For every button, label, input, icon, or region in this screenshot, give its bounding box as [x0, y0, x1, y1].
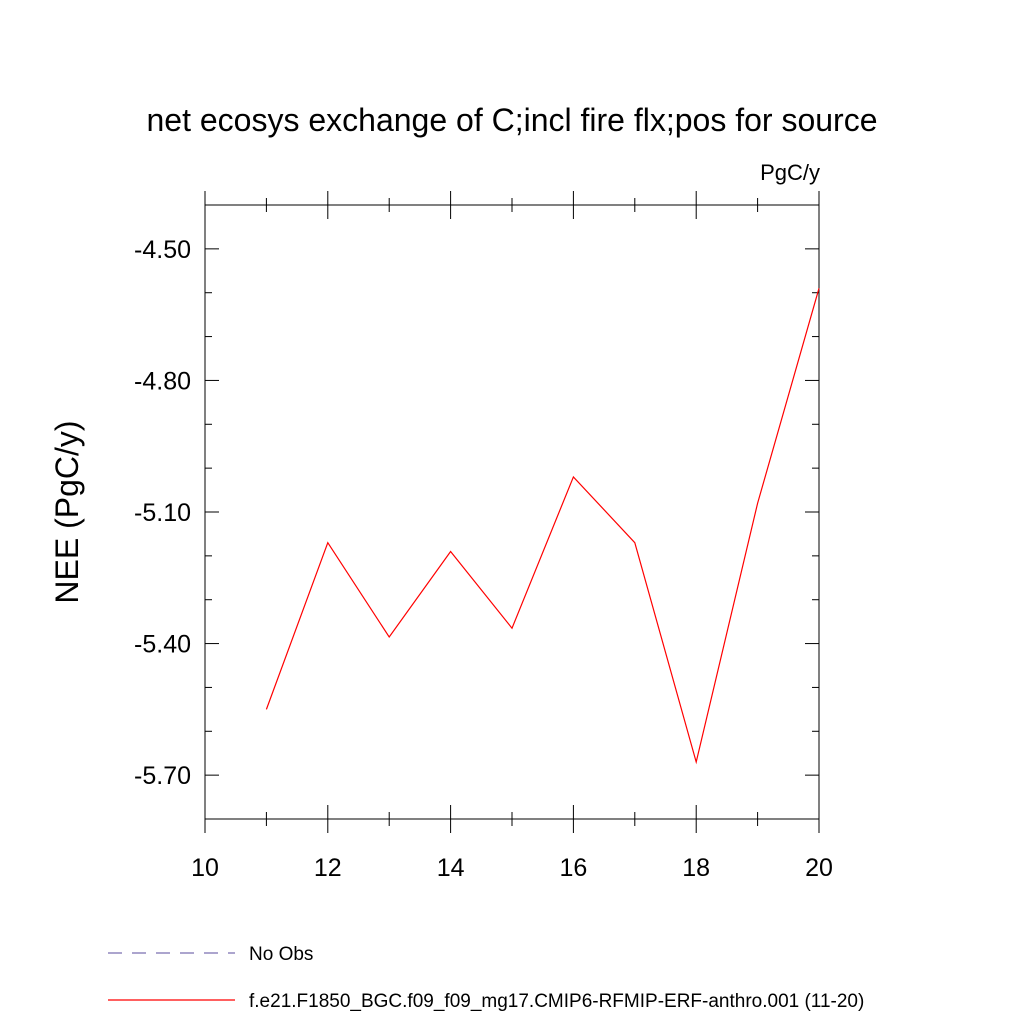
axes: 10 12 14 16 18 20 -4.50 -4.80 -5.10 -5.40 -5.70	[134, 191, 833, 882]
y-tick-label: -5.10	[134, 499, 191, 527]
y-tick-label: -4.50	[134, 236, 191, 264]
y-tick-label: -5.40	[134, 631, 191, 659]
x-tick-label: 10	[191, 854, 219, 882]
legend-label: f.e21.F1850_BGC.f09_f09_mg17.CMIP6-RFMIP…	[249, 991, 864, 1012]
series-layer	[265, 288, 820, 765]
legend-label: No Obs	[249, 944, 313, 965]
x-tick-label: 20	[805, 854, 833, 882]
plot-frame	[204, 204, 820, 820]
y-tick-label: -5.70	[134, 762, 191, 790]
units-label: PgC/y	[760, 160, 820, 185]
y-axis-label: NEE (PgC/y)	[49, 420, 85, 603]
x-tick-label: 16	[559, 854, 587, 882]
x-tick-label: 14	[437, 854, 465, 882]
chart-title: net ecosys exchange of C;incl fire flx;p…	[146, 102, 877, 138]
x-tick-label: 18	[682, 854, 710, 882]
x-tick-label: 12	[314, 854, 342, 882]
y-tick-label: -4.80	[134, 367, 191, 395]
series-line-1	[265, 288, 820, 765]
legend: No Obs f.e21.F1850_BGC.f09_f09_mg17.CMIP6…	[108, 944, 864, 1012]
